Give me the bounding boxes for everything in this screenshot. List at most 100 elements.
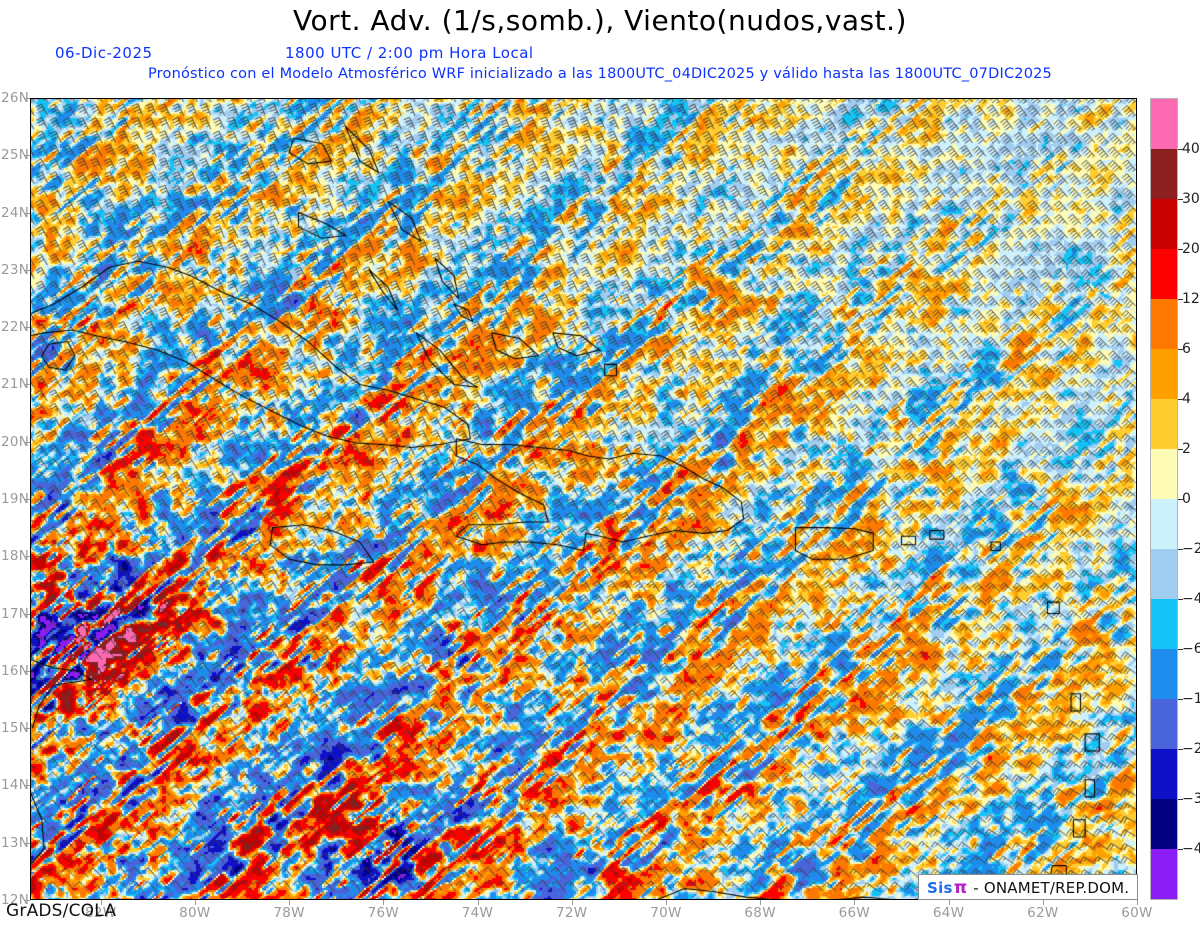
lat-tick-mark [24, 212, 30, 214]
colorbar-band [1151, 149, 1177, 199]
colorbar-band [1151, 499, 1177, 549]
colorbar-tick-mark [1178, 649, 1183, 650]
lat-tick-mark [24, 785, 30, 787]
colorbar-tick-label: 40 [1182, 141, 1200, 157]
lat-tick-mark [24, 728, 30, 730]
colorbar-band [1151, 599, 1177, 649]
colorbar-tick-mark [1178, 299, 1183, 300]
colorbar-band [1151, 849, 1177, 899]
colorbar-tick-mark [1178, 599, 1183, 600]
colorbar-tick-label: −12 [1182, 691, 1200, 707]
colorbar-tick-label: 2 [1182, 441, 1191, 457]
model-description: Pronóstico con el Modelo Atmosférico WRF… [147, 66, 1052, 82]
colorbar-tick-mark [1178, 799, 1183, 800]
colorbar-tick-mark [1178, 849, 1183, 850]
lat-tick-label: 24N [1, 204, 30, 221]
forecast-time: 1800 UTC / 2:00 pm Hora Local [285, 44, 534, 62]
grads-credit: GrADS/COLA [6, 901, 117, 921]
colorbar-band [1151, 649, 1177, 699]
lon-tick-mark [383, 900, 385, 905]
lon-tick-label: 74W [461, 905, 494, 921]
forecast-date: 06-Dic-2025 [55, 44, 153, 62]
colorbar-tick-label: −4 [1182, 591, 1200, 607]
colorbar-tick-mark [1178, 399, 1183, 400]
colorbar-tick-label: −30 [1182, 791, 1200, 807]
lon-tick-mark [194, 900, 196, 905]
lon-tick-label: 80W [179, 905, 211, 921]
coastline-layer [30, 98, 1137, 900]
colorbar-tick-mark [1178, 449, 1183, 450]
lat-tick-mark [24, 613, 30, 615]
lon-tick-label: 68W [744, 905, 776, 921]
colorbar-band [1151, 299, 1177, 349]
colorbar-tick-label: 20 [1182, 241, 1200, 257]
lon-tick-mark [1042, 900, 1044, 905]
lat-tick-label: 22N [1, 319, 30, 336]
colorbar-tick-label: 6 [1182, 341, 1191, 357]
lon-tick-mark [100, 900, 102, 905]
lon-tick-label: 70W [650, 905, 682, 921]
colorbar-tick-mark [1178, 249, 1183, 250]
colorbar-tick-mark [1178, 749, 1183, 750]
lat-tick-mark [24, 269, 30, 271]
lon-tick-label: 78W [273, 905, 305, 921]
logo-org-text: - ONAMET/REP.DOM. [973, 879, 1130, 897]
lat-tick-label: 20N [1, 433, 30, 450]
colorbar-tick-mark [1178, 699, 1183, 700]
lat-tick-label: 25N [1, 147, 30, 164]
page-title: Vort. Adv. (1/s,somb.), Viento(nudos,vas… [293, 4, 907, 37]
lon-tick-label: 82W [84, 905, 117, 921]
lat-tick-mark [24, 670, 30, 672]
lat-tick-label: 17N [1, 605, 30, 622]
colorbar-band [1151, 799, 1177, 849]
lat-tick-label: 21N [1, 376, 30, 393]
colorbar-band [1151, 699, 1177, 749]
lat-tick-mark [24, 441, 30, 443]
colorbar-band [1151, 749, 1177, 799]
colorbar [1150, 98, 1178, 900]
lat-tick-label: 13N [1, 834, 30, 851]
colorbar-tick-label: 12 [1182, 291, 1200, 307]
lat-tick-mark [24, 499, 30, 500]
lon-tick-mark [477, 900, 479, 905]
lon-tick-mark [760, 900, 762, 905]
lat-tick-mark [24, 842, 30, 844]
lat-tick-mark [24, 98, 30, 99]
lat-tick-label: 23N [1, 261, 30, 278]
logo-pi-symbol: π [953, 878, 968, 898]
lon-tick-mark [571, 900, 573, 905]
lon-tick-mark [1137, 900, 1138, 905]
lat-tick-label: 18N [1, 548, 30, 565]
colorbar-band [1151, 399, 1177, 449]
lon-tick-label: 66W [838, 905, 871, 921]
colorbar-tick-label: −6 [1182, 641, 1200, 657]
colorbar-tick-mark [1178, 199, 1183, 200]
colorbar-tick-label: −40 [1182, 841, 1200, 857]
colorbar-tick-label: −2 [1182, 541, 1200, 557]
lat-tick-label: 14N [1, 777, 30, 794]
colorbar-tick-mark [1178, 549, 1183, 550]
colorbar-tick-mark [1178, 499, 1183, 500]
lat-tick-label: 12N [1, 892, 30, 908]
lat-tick-mark [24, 384, 30, 386]
colorbar-tick-label: −20 [1182, 741, 1200, 757]
lat-tick-label: 15N [1, 720, 30, 737]
lon-tick-label: 62W [1027, 905, 1059, 921]
lat-tick-mark [24, 155, 30, 157]
subtitle-row: 06-Dic-2025 1800 UTC / 2:00 pm Hora Loca… [0, 44, 1200, 66]
map-plot-area[interactable] [30, 98, 1137, 900]
lon-tick-mark [948, 900, 950, 905]
colorbar-tick-label: 4 [1182, 391, 1191, 407]
lon-tick-label: 60W [1121, 905, 1153, 921]
lon-tick-label: 76W [367, 905, 400, 921]
colorbar-band [1151, 349, 1177, 399]
colorbar-band [1151, 99, 1177, 149]
lon-tick-mark [289, 900, 291, 905]
colorbar-band [1151, 449, 1177, 499]
logo-sis-text: Sis [927, 879, 953, 897]
sistt-onamet-logo: Sis π - ONAMET/REP.DOM. [918, 874, 1139, 900]
lat-tick-mark [24, 327, 30, 329]
colorbar-tick-mark [1178, 149, 1183, 150]
colorbar-band [1151, 199, 1177, 249]
